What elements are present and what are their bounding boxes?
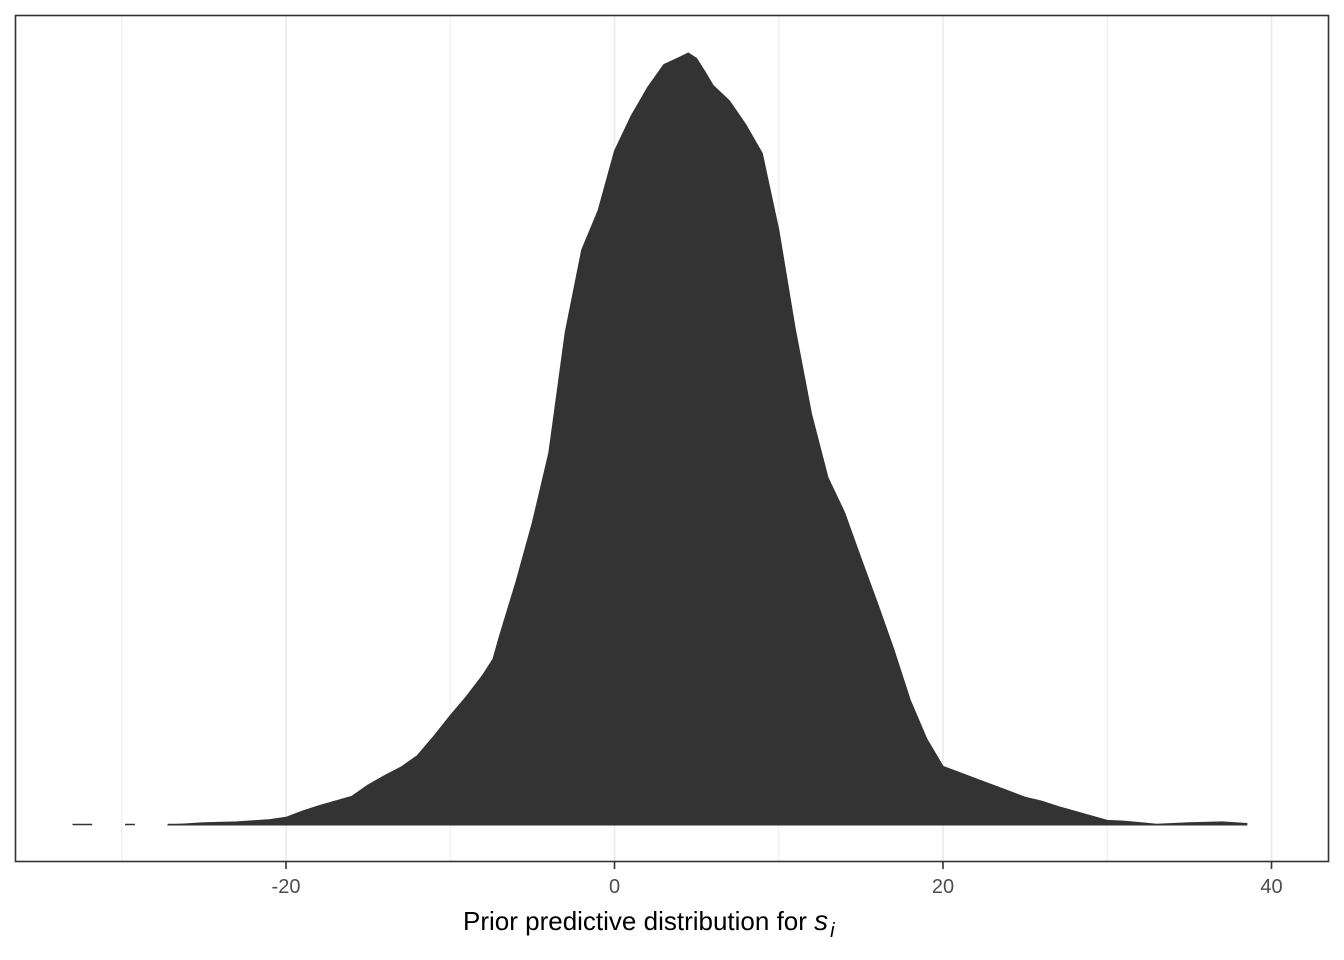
density-area (167, 52, 1248, 826)
x-tick-label: 0 (609, 876, 620, 898)
x-axis-title-variable: s (814, 905, 828, 936)
x-tick-label: 20 (932, 876, 954, 898)
x-axis-title-subscript: i (830, 920, 835, 942)
x-axis-ticks: -20 0 20 40 (272, 862, 1283, 898)
density-area-group (72, 52, 1248, 826)
x-tick-label: -20 (272, 876, 301, 898)
x-tick-label: 40 (1260, 876, 1282, 898)
panel-border (14, 14, 1330, 863)
